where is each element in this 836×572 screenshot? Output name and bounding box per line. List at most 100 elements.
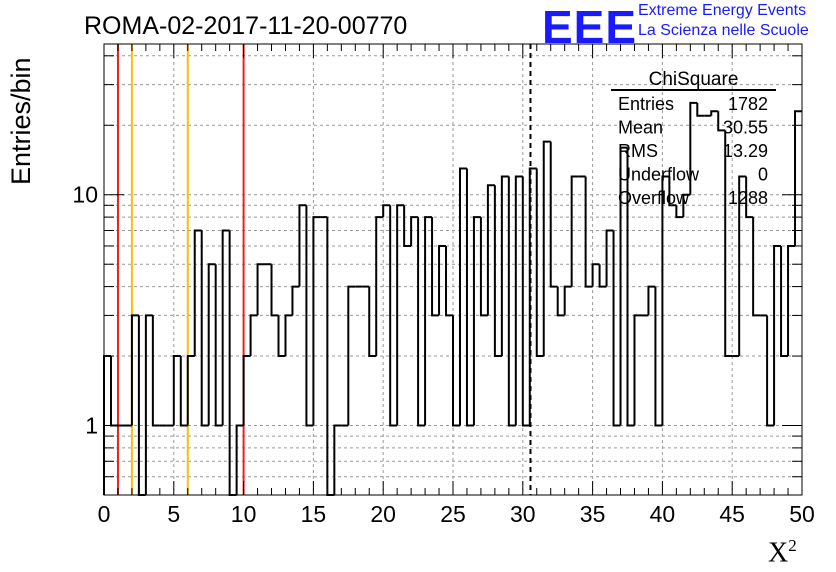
x-tick-label: 35 <box>580 501 606 527</box>
histogram-bin <box>675 205 684 219</box>
x-axis-label-base: X <box>768 537 789 569</box>
stats-box-title: ChiSquare <box>649 69 739 90</box>
histogram-bin <box>403 205 412 247</box>
histogram-bin <box>179 356 188 427</box>
stats-row-value: 0 <box>758 165 768 185</box>
histogram-bin <box>633 314 642 426</box>
x-tick-label: 20 <box>370 501 396 527</box>
histogram-bin <box>458 167 467 426</box>
histogram-bin <box>563 285 572 316</box>
histogram-bin <box>151 315 160 427</box>
histogram-bin <box>626 147 635 427</box>
x-tick-label: 5 <box>167 501 180 527</box>
histogram-bin <box>724 130 733 358</box>
run-title: ROMA-02-2017-11-20-00770 <box>84 12 408 40</box>
histogram-bin <box>431 217 440 317</box>
histogram-bin <box>598 264 607 288</box>
histogram-bin <box>668 176 677 207</box>
histogram-bin <box>570 175 579 287</box>
stats-row-value: 1288 <box>728 188 768 208</box>
histogram-bin <box>766 315 775 427</box>
histogram-bin <box>368 286 377 358</box>
histogram-bin <box>549 141 558 288</box>
histogram-bin <box>452 315 460 427</box>
histogram-bin <box>410 216 419 246</box>
histogram-bin <box>284 314 293 357</box>
histogram-bin <box>256 263 265 316</box>
histogram-bin <box>193 229 202 357</box>
histogram-bin <box>438 244 447 316</box>
y-tick-label: 10 <box>72 182 98 208</box>
x-tick-label: 0 <box>98 501 111 527</box>
histogram-bin <box>207 263 216 426</box>
histogram-bin <box>472 216 481 426</box>
stats-row-label: Underflow <box>618 165 700 185</box>
histogram-bin <box>514 175 523 426</box>
histogram-bin <box>130 314 139 426</box>
logo-line-2: La Scienza nelle Scuole <box>638 22 809 39</box>
histogram-bin <box>375 216 384 357</box>
histogram-bin <box>584 176 593 288</box>
histogram-bin <box>417 217 426 427</box>
histogram-bin <box>109 356 118 427</box>
histogram-bin <box>794 110 802 246</box>
y-tick-label: 1 <box>85 413 98 439</box>
histogram-bin <box>507 176 516 427</box>
stats-row-label: RMS <box>618 141 658 161</box>
histogram-bin <box>661 175 670 426</box>
histogram-bin <box>298 204 307 287</box>
histogram-bin <box>396 204 405 426</box>
histogram-bin <box>389 205 398 427</box>
stats-row-value: 1782 <box>728 94 768 114</box>
histogram-bin <box>654 286 663 427</box>
histogram-bin <box>235 424 244 495</box>
histogram-bin <box>424 216 433 426</box>
histogram-bin <box>647 285 656 316</box>
histogram-bin <box>500 175 509 357</box>
histogram-bin <box>542 140 551 357</box>
x-tick-label: 10 <box>231 501 257 527</box>
x-tick-label: 30 <box>510 501 536 527</box>
histogram-bin <box>493 185 502 358</box>
histogram-bin <box>137 315 146 496</box>
histogram-bin <box>612 230 621 427</box>
histogram-bin <box>528 167 537 426</box>
histogram-bin <box>144 314 153 495</box>
histogram-bin <box>556 286 565 317</box>
histogram-bin <box>619 146 628 426</box>
histogram-bin <box>445 245 453 317</box>
stats-row-label: Entries <box>618 94 674 114</box>
x-tick-label: 15 <box>301 501 327 527</box>
histogram-bin <box>696 102 705 117</box>
histogram-bin <box>172 355 181 426</box>
histogram-bin <box>465 168 474 427</box>
histogram-bin <box>242 355 251 426</box>
x-axis-label: X2 <box>768 536 797 569</box>
logo-line-1: Extreme Energy Events <box>638 2 807 19</box>
x-tick-label: 25 <box>440 501 466 527</box>
histogram-bin <box>305 205 314 427</box>
histogram-bin <box>479 217 488 317</box>
stats-row-value: 30.55 <box>723 118 768 138</box>
histogram-bin <box>277 315 286 358</box>
histogram-bin <box>521 176 530 427</box>
histogram-bin <box>228 230 237 496</box>
histogram-bin <box>689 101 698 195</box>
histogram-bin <box>186 355 195 426</box>
histogram-bin <box>780 245 789 358</box>
histogram-bin <box>221 229 230 426</box>
histogram-bin <box>200 230 209 427</box>
histogram-bin <box>591 263 600 287</box>
stats-row-value: 13.29 <box>723 141 768 161</box>
histogram-bin <box>382 204 391 218</box>
histogram-bin <box>347 285 356 426</box>
histogram-bin <box>270 264 279 317</box>
stats-row-label: Overflow <box>618 188 690 208</box>
histogram-bin <box>682 193 691 218</box>
histogram-bin <box>717 111 726 132</box>
histogram-bin <box>752 217 761 317</box>
x-tick-label: 40 <box>650 501 676 527</box>
histogram-bin <box>738 175 747 357</box>
histogram-bin <box>333 424 342 495</box>
